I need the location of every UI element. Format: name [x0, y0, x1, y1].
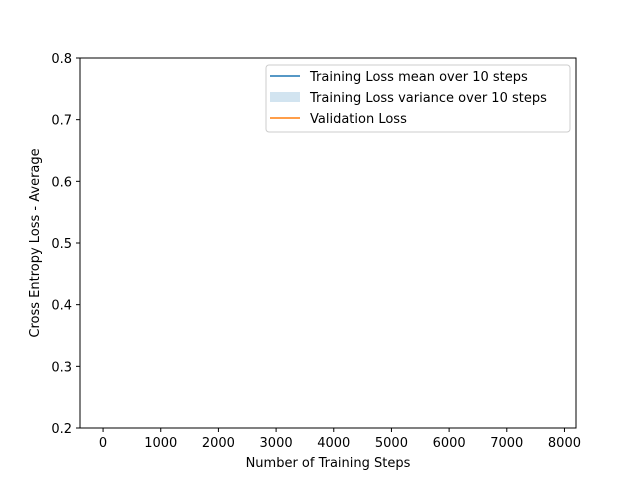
legend: Training Loss mean over 10 steps Training…: [265, 64, 571, 133]
y-tick-label: 0.4: [51, 299, 72, 314]
legend-entry: Training Loss variance over 10 steps: [309, 91, 547, 106]
legend-swatch-band: [270, 92, 300, 102]
y-tick-label: 0.7: [51, 114, 72, 129]
x-tick-label: 3000: [260, 436, 293, 451]
x-tick-label: 5000: [375, 436, 408, 451]
x-tick-label: 7000: [490, 436, 523, 451]
x-tick-label: 2000: [202, 436, 235, 451]
legend-entry: Validation Loss: [310, 112, 407, 127]
x-tick-label: 1000: [144, 436, 177, 451]
y-tick-label: 0.5: [51, 237, 72, 252]
y-tick-label: 0.3: [51, 360, 72, 375]
x-tick-label: 6000: [433, 436, 466, 451]
x-tick-label: 8000: [548, 436, 581, 451]
x-axis-label: Number of Training Steps: [246, 456, 411, 471]
y-axis-label: Cross Entropy Loss - Average: [28, 148, 43, 337]
legend-frame: [265, 64, 571, 133]
y-tick-label: 0.6: [51, 175, 72, 190]
x-tick-label: 4000: [317, 436, 350, 451]
y-tick-label: 0.2: [51, 422, 72, 437]
legend-entry: Training Loss mean over 10 steps: [309, 70, 528, 85]
y-tick-label: 0.8: [51, 52, 72, 67]
x-tick-label: 0: [99, 436, 107, 451]
